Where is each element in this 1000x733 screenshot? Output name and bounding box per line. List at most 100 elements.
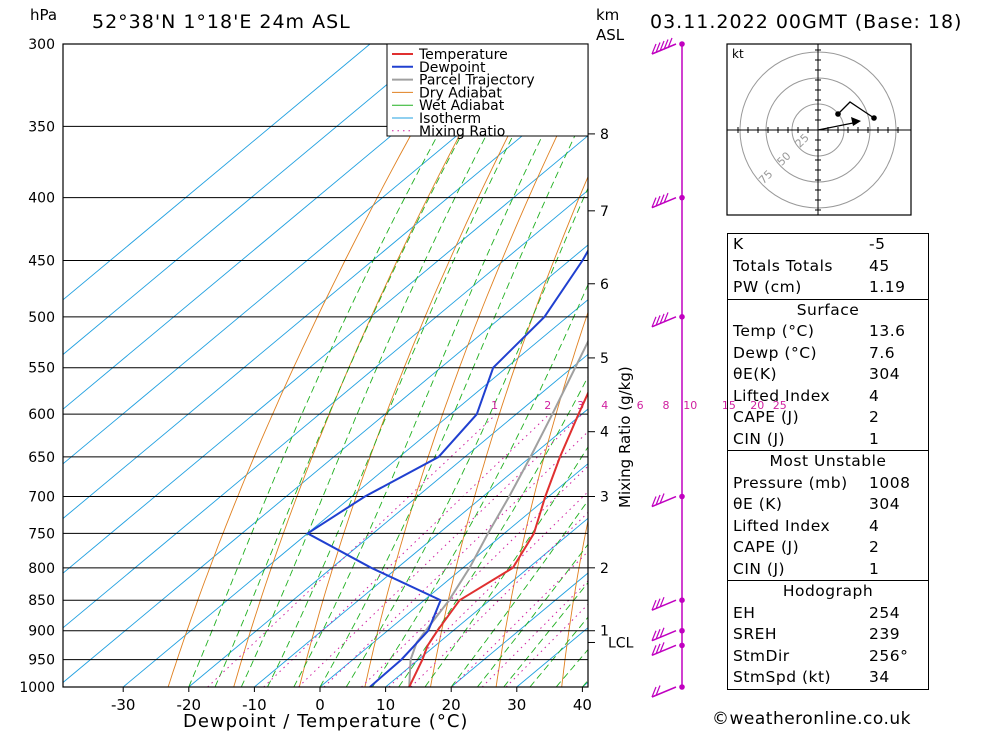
legend-entry: Dry Adiabat [419, 85, 502, 101]
surface-li-value: 4 [869, 386, 880, 405]
mixing-ratio-tick-label: 25 [773, 399, 787, 412]
mixing-ratio-tick-label: 4 [601, 399, 608, 412]
mu-cape-label: CAPE (J) [733, 538, 800, 556]
stmspd-value: 34 [869, 668, 890, 686]
dry-adiabat-line [495, 310, 588, 687]
wind-barb-flag [655, 685, 661, 696]
wind-barb-flag [651, 686, 657, 698]
sreh-label: SREH [733, 625, 778, 643]
km-unit-label: km [596, 6, 619, 24]
mu-cape-value: 2 [869, 538, 880, 556]
isotherm-line [63, 80, 588, 520]
mixing-ratio-tick-label: 3 [577, 399, 584, 412]
wind-barb-flag [659, 194, 665, 205]
wind-barb-flag [659, 596, 665, 608]
tt-value: 45 [869, 256, 890, 275]
wet-adiabat-line [450, 499, 588, 687]
pressure-tick-label: 800 [28, 561, 55, 577]
mixing-ratio-line [207, 413, 497, 687]
pressure-tick-label: 950 [28, 653, 55, 669]
pw-value: 1.19 [869, 278, 906, 296]
wet-adiabat-line [293, 44, 588, 687]
km-tick-label: 2 [600, 561, 609, 577]
eh-value: 254 [869, 603, 901, 622]
isotherm-line [63, 44, 568, 465]
isotherm-line [63, 135, 588, 574]
wind-barb-flag [667, 37, 673, 49]
wind-profile-dot [679, 597, 685, 604]
isotherm-line [122, 299, 588, 687]
pw-row: PW (cm) 1.19 [728, 277, 928, 299]
most-unstable-title: Most Unstable [769, 452, 887, 470]
isotherm-line [63, 44, 371, 301]
hodograph-start-dot [835, 111, 841, 117]
wind-barb-flag [655, 315, 661, 326]
hodograph-end-dot [871, 115, 877, 121]
surface-cin-label: CIN (J) [733, 429, 786, 448]
legend-entry: Dewpoint [419, 60, 486, 76]
credit-link[interactable]: ©weatheronline.co.uk [712, 709, 912, 729]
mixing-ratio-tick-label: 20 [750, 399, 764, 412]
surface-temp-label: Temp (°C) [733, 322, 815, 340]
pw-label: PW (cm) [733, 278, 802, 296]
location-title: 52°38'N 1°18'E 24m ASL [92, 11, 351, 33]
surface-dewp-label: Dewp (°C) [733, 343, 818, 362]
isotherm-line [385, 517, 588, 687]
temperature-tick-label: 10 [376, 696, 395, 714]
k-value: -5 [869, 235, 886, 253]
asl-label: ASL [596, 26, 625, 44]
temperature-tick-label: 30 [507, 696, 526, 714]
mixing-ratio-tick-label: 15 [722, 399, 736, 412]
stmdir-value: 256° [869, 646, 909, 665]
mu-li-label: Lifted Index [733, 516, 831, 535]
isotherm-line [319, 463, 588, 687]
dry-adiabat-line [233, 44, 509, 687]
wind-barb-flag [655, 42, 661, 53]
isotherm-line [63, 44, 502, 410]
wind-barb-flag [659, 627, 665, 638]
plot-frame [62, 43, 589, 688]
km-tick-label: 1 [600, 624, 609, 640]
wet-adiabat-line [267, 44, 561, 687]
legend-entry: Mixing Ratio [419, 124, 505, 140]
totals-row: Totals Totals 45 [728, 256, 928, 278]
temperature-tick-label: -20 [177, 696, 202, 714]
legend-entry: Isotherm [419, 111, 481, 127]
mixing-ratio-axis-label: Mixing Ratio (g/kg) [616, 366, 634, 508]
surface-cin-value: 1 [869, 429, 880, 448]
series-parcel-trajectory [408, 339, 588, 687]
surface-temp-value: 13.6 [869, 322, 906, 340]
mixing-ratio-tick-label: 8 [663, 399, 670, 412]
mixing-ratio-tick-label: 10 [683, 399, 697, 412]
surface-theta-label: θE(K) [733, 365, 778, 383]
surface-theta-value: 304 [869, 365, 901, 383]
surface-title: Surface [796, 300, 860, 319]
wind-barb-flag [651, 645, 657, 656]
pressure-tick-label: 700 [28, 490, 55, 506]
pressure-tick-label: 850 [28, 593, 55, 609]
mixing-ratio-line [263, 413, 550, 687]
dry-adiabat-line [561, 518, 588, 687]
km-tick-label: 5 [600, 351, 609, 367]
wind-profile-dot [679, 194, 685, 201]
stmspd-label: StmSpd (kt) [733, 668, 832, 686]
wind-profile-dot [679, 314, 685, 320]
pressure-tick-label: 350 [28, 119, 55, 135]
temperature-tick-label: -30 [111, 696, 136, 714]
pressure-tick-label: 750 [28, 526, 55, 542]
wind-barb-flag [655, 643, 661, 655]
stmdir-label: StmDir [733, 646, 790, 665]
x-axis-label: Dewpoint / Temperature (°C) [183, 711, 468, 732]
mixing-ratio-tick-label: 6 [637, 399, 644, 412]
mu-theta-label: θE (K) [733, 495, 783, 513]
wind-profile-dot [679, 684, 685, 690]
wind-barb-flag [651, 630, 657, 641]
hpa-unit-label: hPa [30, 6, 57, 24]
pressure-tick-label: 600 [28, 407, 55, 423]
pressure-tick-label: 1000 [19, 680, 55, 696]
mixing-ratio-tick-label: 1 [491, 399, 498, 412]
km-tick-label: 8 [600, 127, 609, 143]
isotherm-line [254, 408, 588, 687]
isotherm-line [63, 44, 436, 356]
pressure-tick-label: 300 [28, 37, 55, 53]
